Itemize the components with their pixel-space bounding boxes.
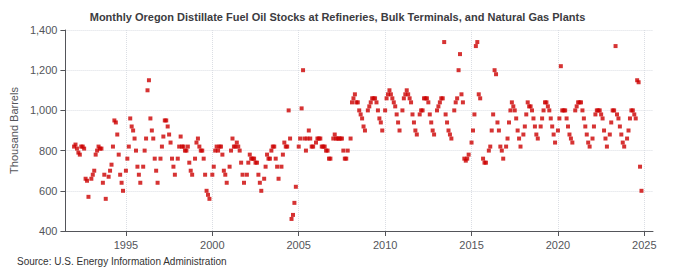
svg-text:2010: 2010	[373, 239, 397, 251]
svg-text:Thousand Barrels: Thousand Barrels	[8, 87, 20, 174]
svg-text:2005: 2005	[286, 239, 310, 251]
svg-text:2020: 2020	[546, 239, 570, 251]
svg-text:1,000: 1,000	[30, 104, 58, 116]
svg-text:1,400: 1,400	[30, 24, 58, 36]
svg-text:Monthly Oregon Distillate Fuel: Monthly Oregon Distillate Fuel Oil Stock…	[90, 11, 586, 23]
svg-text:2025: 2025	[632, 239, 656, 251]
svg-text:800: 800	[39, 145, 57, 157]
svg-text:2000: 2000	[200, 239, 224, 251]
svg-text:600: 600	[39, 185, 57, 197]
svg-text:1,200: 1,200	[30, 64, 58, 76]
svg-text:2015: 2015	[459, 239, 483, 251]
svg-text:400: 400	[39, 225, 57, 237]
svg-text:1995: 1995	[114, 239, 138, 251]
svg-text:Source: U.S. Energy Informatio: Source: U.S. Energy Information Administ…	[17, 256, 227, 267]
